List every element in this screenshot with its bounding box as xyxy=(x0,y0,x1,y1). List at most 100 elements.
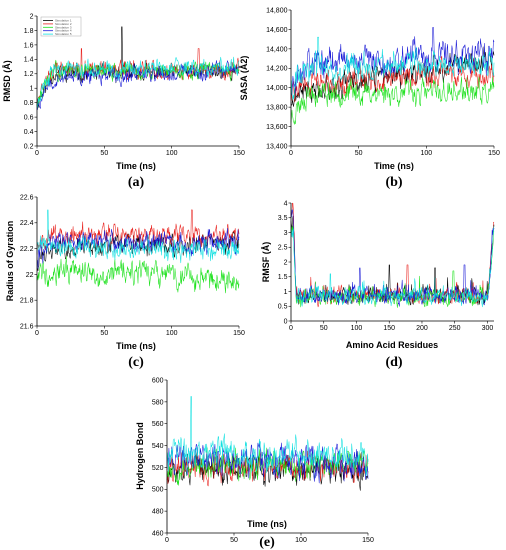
series-line-red xyxy=(36,48,240,109)
x-tick-label: 0 xyxy=(289,150,293,157)
y-tick-label: 13,400 xyxy=(266,143,288,150)
y-tick-label: 0.5 xyxy=(278,304,288,311)
y-tick-label: 2.5 xyxy=(278,245,288,252)
x-tick-label: 250 xyxy=(449,325,461,332)
x-tick-label: 200 xyxy=(416,325,428,332)
chart-a: 0 50 100 150 0.2 0.4 0.6 0.8 1 1.2 1.4 1.6 1.8 2 Time … xyxy=(2,13,245,190)
y-tick-label: 0.8 xyxy=(24,100,34,107)
y-tick-label: 480 xyxy=(152,509,164,516)
y-tick-label: 3.5 xyxy=(278,215,288,222)
x-tick-label: 100 xyxy=(420,150,432,157)
x-tick-label: 0 xyxy=(35,150,39,157)
y-tick-label: 2 xyxy=(284,259,288,266)
x-tick-label: 50 xyxy=(320,325,328,332)
y-tick-label: 0.2 xyxy=(24,143,34,150)
y-tick-label: 22 xyxy=(26,272,34,279)
series-line-blue xyxy=(290,209,495,307)
series-line-green xyxy=(290,76,495,125)
legend-entry: Simulation 5 xyxy=(55,32,72,36)
x-tick-label: 50 xyxy=(100,150,108,157)
x-axis-label: Time (ns) xyxy=(116,161,156,171)
x-tick-label: 150 xyxy=(488,150,500,157)
y-tick-label: 22.6 xyxy=(20,194,34,201)
y-tick-label: 0.4 xyxy=(24,129,34,136)
x-tick-label: 100 xyxy=(166,150,178,157)
y-tick-label: 22.4 xyxy=(20,220,34,227)
legend-entry: Simulation 4 xyxy=(55,29,72,33)
y-tick-label: 14,000 xyxy=(266,85,288,92)
y-axis-label: Radius of Gyration xyxy=(5,221,15,302)
y-tick-label: 2 xyxy=(30,13,34,20)
panel-caption: (a) xyxy=(128,175,145,190)
panel-caption: (d) xyxy=(385,355,402,370)
chart-b: 0 50 100 150 13,400 13,600 13,800 14,000 14,200 1… xyxy=(239,7,500,190)
y-axis-label: Hydrogen Bond xyxy=(135,422,145,490)
x-tick-label: 150 xyxy=(362,537,374,544)
legend-entry: Simulation 3 xyxy=(55,25,72,29)
series-line-green xyxy=(166,447,369,486)
y-axis-label: RMSD (Å) xyxy=(2,60,12,102)
y-tick-label: 1.8 xyxy=(24,28,34,35)
y-tick-label: 13,600 xyxy=(266,124,288,131)
legend-entry: Simulation 2 xyxy=(55,22,72,26)
y-tick-label: 580 xyxy=(152,399,164,406)
chart-d: 0 50 100 150 200 250 300 0 0.5 1 1.5 2 2.5 3 3.5 4 Amino… xyxy=(261,200,495,370)
chart-e: 0 50 100 150 460 480 500 520 540 560 580 600 Time (n… xyxy=(135,377,374,550)
x-tick-label: 300 xyxy=(482,325,494,332)
y-tick-label: 21.8 xyxy=(20,298,34,305)
x-tick-label: 100 xyxy=(351,325,363,332)
y-tick-label: 560 xyxy=(152,421,164,428)
y-tick-label: 460 xyxy=(152,530,164,537)
y-tick-label: 21.6 xyxy=(20,323,34,330)
legend-entry: Simulation 1 xyxy=(55,19,72,23)
x-tick-label: 0 xyxy=(35,330,39,337)
x-axis-label: Time (ns) xyxy=(374,161,414,171)
panel-caption: (c) xyxy=(128,355,144,370)
y-tick-label: 14,600 xyxy=(266,27,288,34)
x-tick-label: 150 xyxy=(233,150,245,157)
legend-box xyxy=(40,16,82,37)
y-tick-label: 3 xyxy=(284,230,288,237)
y-tick-label: 600 xyxy=(152,377,164,384)
panel-caption: (e) xyxy=(259,535,275,550)
series-line-blue xyxy=(290,27,495,96)
x-tick-label: 50 xyxy=(230,537,238,544)
x-tick-label: 0 xyxy=(289,325,293,332)
y-tick-label: 540 xyxy=(152,443,164,450)
y-tick-label: 4 xyxy=(284,200,288,207)
x-axis-label: Time (ns) xyxy=(247,519,287,529)
y-tick-label: 1.5 xyxy=(278,274,288,281)
y-tick-label: 14,800 xyxy=(266,7,288,14)
series-line-cyan xyxy=(166,396,369,477)
y-tick-label: 14,200 xyxy=(266,66,288,73)
y-axis-label: SASA (Å2) xyxy=(239,56,249,101)
y-tick-label: 13,800 xyxy=(266,105,288,112)
x-tick-label: 100 xyxy=(295,537,307,544)
y-tick-label: 1.6 xyxy=(24,42,34,49)
y-axis-label: RMSF (Å) xyxy=(261,242,271,283)
y-tick-label: 500 xyxy=(152,487,164,494)
x-tick-label: 100 xyxy=(166,330,178,337)
chart-c: 0 50 100 150 21.6 21.8 22 22.2 22.4 22.6 Time (ns)… xyxy=(5,194,245,370)
series-line-cyan xyxy=(290,36,495,101)
x-tick-label: 50 xyxy=(355,150,363,157)
y-tick-label: 0.6 xyxy=(24,115,34,122)
x-tick-label: 150 xyxy=(233,330,245,337)
x-axis-label: Amino Acid Residues xyxy=(346,340,438,350)
series-line-blue xyxy=(36,60,240,110)
y-tick-label: 1.2 xyxy=(24,71,34,78)
y-tick-label: 1 xyxy=(284,289,288,296)
series-line-cyan xyxy=(36,209,240,264)
x-axis-label: Time (ns) xyxy=(116,341,156,351)
series-line-blue xyxy=(166,441,369,484)
x-tick-label: 150 xyxy=(383,325,395,332)
y-tick-label: 0 xyxy=(284,318,288,325)
series-line-cyan xyxy=(36,56,240,109)
panel-caption: (b) xyxy=(385,175,402,190)
y-tick-label: 1 xyxy=(30,86,34,93)
x-tick-label: 0 xyxy=(165,537,169,544)
y-tick-label: 14,400 xyxy=(266,46,288,53)
y-tick-label: 520 xyxy=(152,465,164,472)
series-line-green xyxy=(36,255,240,294)
